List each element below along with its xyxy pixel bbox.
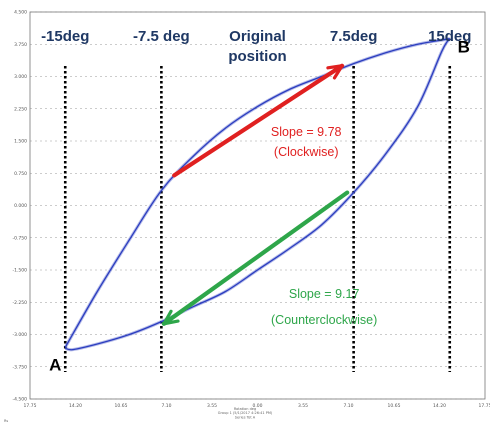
y-tick-label: -3.750 — [12, 364, 27, 370]
bottom-left-label: Rs — [4, 419, 8, 423]
slope-annotation: Slope = 9.17 — [289, 287, 360, 301]
angle-label: position — [228, 48, 286, 65]
direction-arrow-head — [326, 64, 344, 80]
y-tick-label: 3.750 — [14, 42, 27, 48]
x-tick-label: 17.75 — [479, 403, 490, 409]
y-tick-label: 0.750 — [14, 171, 27, 177]
y-tick-label: 3.000 — [14, 74, 27, 80]
grid-layer — [30, 11, 485, 400]
slope-annotation: Slope = 9.78 — [271, 125, 342, 139]
y-tick-label: -4.500 — [12, 397, 27, 403]
y-tick-labels: 4.500 3.750 3.000 2.250 1.500 0.750 0.000 -0.75… — [12, 10, 27, 403]
point-label: A — [49, 355, 61, 374]
direction-arrow-shaft — [161, 190, 350, 326]
footer-line: Series Tot A — [235, 415, 256, 419]
direction-arrow-shaft — [172, 63, 345, 178]
x-tick-label: 3.55 — [298, 403, 308, 409]
angle-label: Original — [229, 28, 286, 45]
curve-layer — [63, 37, 452, 352]
y-tick-label: 4.500 — [14, 10, 27, 16]
x-tick-label: 0.00 — [252, 403, 262, 409]
point-label: B — [458, 38, 470, 57]
arrow-layer — [161, 63, 350, 326]
slope-annotation: (Counterclockwise) — [271, 313, 377, 327]
y-tick-label: -1.500 — [12, 268, 27, 274]
angle-label: -15deg — [41, 28, 89, 45]
angle-label: -7.5 deg — [133, 28, 190, 45]
y-tick-label: 0.000 — [14, 203, 27, 209]
x-tick-labels: 17.75 14.20 10.65 7.10 3.55 0.00 3.55 7.10 10.65… — [24, 403, 490, 409]
plot-frame — [29, 11, 486, 400]
x-tick-label: 17.75 — [24, 403, 37, 409]
x-tick-label: 7.10 — [343, 403, 353, 409]
x-tick-label: 14.20 — [433, 403, 446, 409]
y-tick-label: 2.250 — [14, 106, 27, 112]
series-line — [65, 38, 451, 351]
series-line — [64, 38, 450, 348]
point-labels: AB — [49, 38, 470, 375]
direction-arrow-head — [162, 309, 180, 326]
angle-label: 7.5deg — [330, 28, 378, 45]
series-line-band — [63, 37, 451, 349]
y-tick-label: -2.250 — [12, 300, 27, 306]
angle-labels: -15deg -7.5 deg Original position 7.5deg 15de… — [41, 28, 471, 65]
y-tick-label: -3.000 — [12, 332, 27, 338]
vertical-marker-layer — [63, 66, 452, 372]
x-tick-label: 14.20 — [69, 403, 82, 409]
footer-line: Rotation deg — [234, 407, 256, 411]
y-tick-label: 1.500 — [14, 139, 27, 145]
x-tick-label: 3.55 — [207, 403, 217, 409]
angle-label: 15deg — [428, 28, 471, 45]
footer-line: Group 1 (5/1/2017 4:26:41 PM) — [218, 411, 273, 415]
x-tick-label: 7.10 — [161, 403, 171, 409]
slope-annotation: (Clockwise) — [274, 145, 339, 159]
x-tick-label: 10.65 — [388, 403, 401, 409]
series-line-band — [64, 37, 452, 352]
x-tick-label: 10.65 — [115, 403, 128, 409]
y-tick-label: -0.750 — [12, 235, 27, 241]
annotations: Slope = 9.78 (Clockwise) Slope = 9.17 (Coun… — [271, 125, 377, 327]
